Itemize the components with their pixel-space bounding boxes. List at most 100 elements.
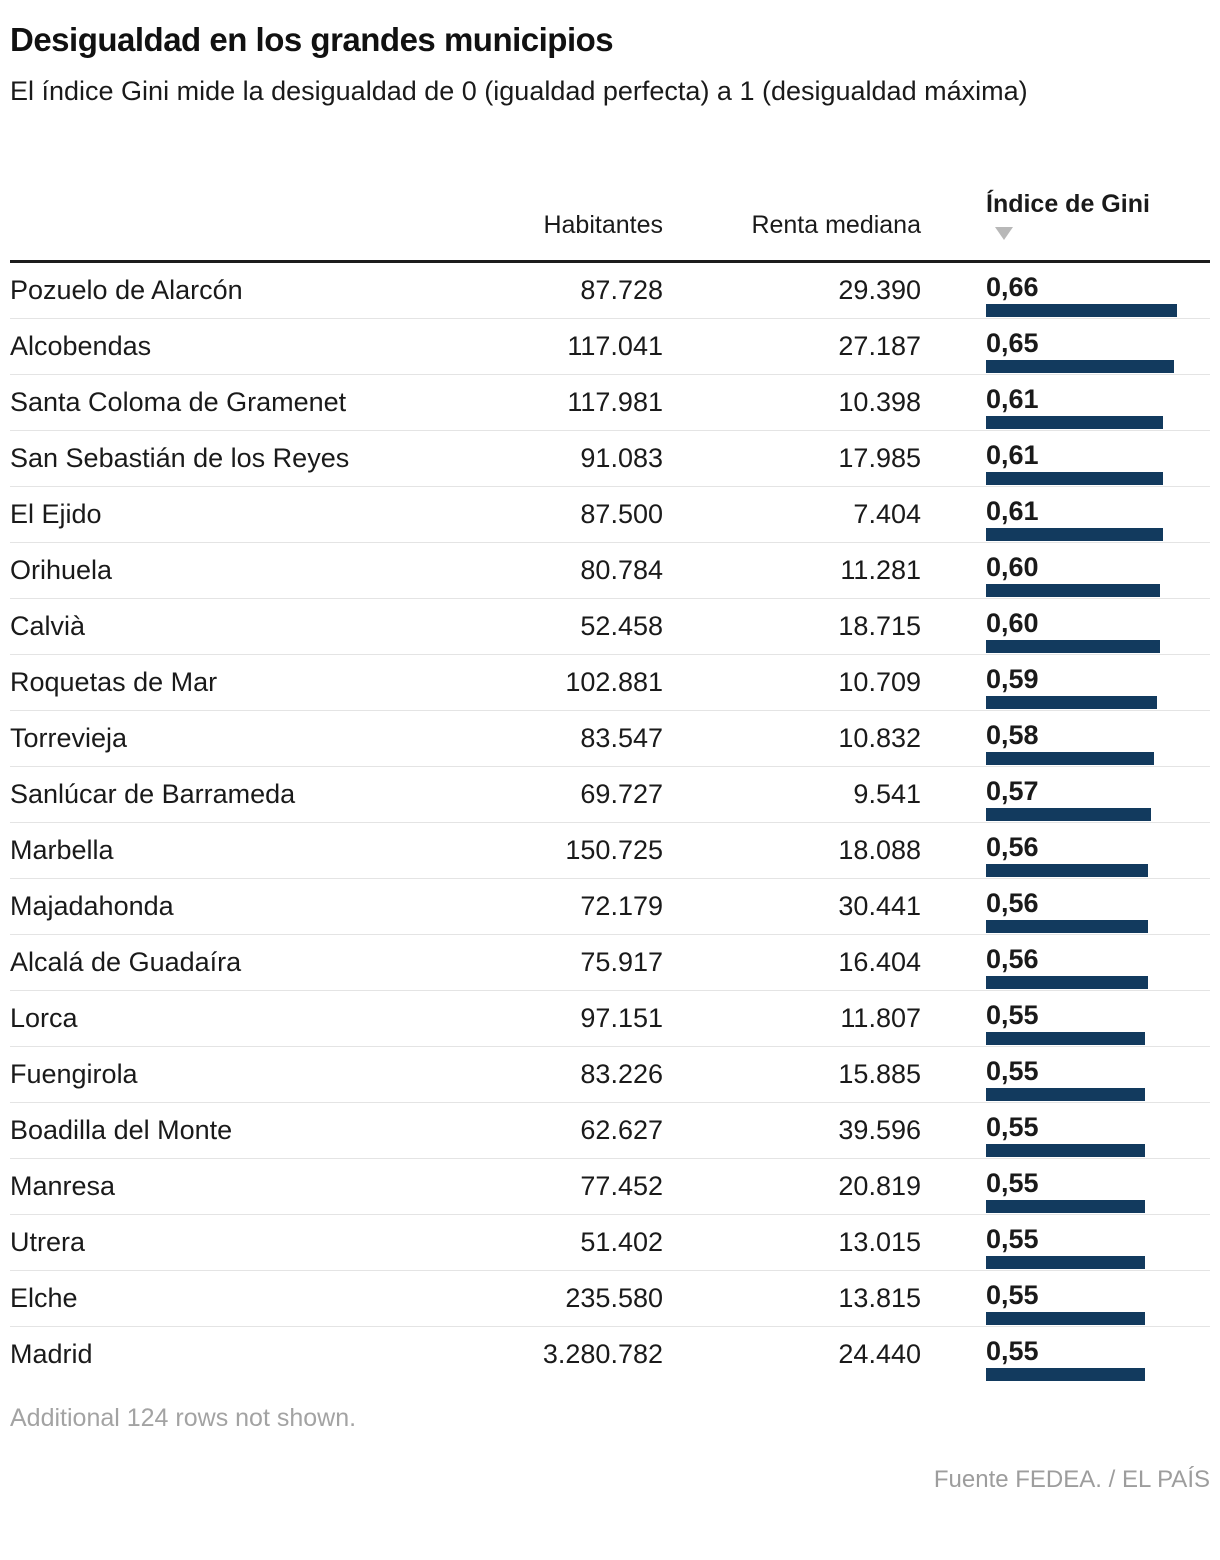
gini-cell: 0,55: [986, 1327, 1210, 1383]
gini-cell: 0,60: [986, 599, 1210, 654]
municipality-name: Manresa: [10, 1171, 116, 1201]
renta-mediana-value: 16.404: [838, 947, 921, 977]
habitantes-value: 235.580: [565, 1283, 663, 1313]
column-header-gini[interactable]: Índice de Gini: [986, 189, 1210, 260]
renta-mediana-value: 13.815: [838, 1283, 921, 1313]
column-header-gini-label: Índice de Gini: [986, 190, 1150, 218]
habitantes-value: 77.452: [580, 1171, 663, 1201]
table-row: Utrera 51.402 13.015 0,55: [10, 1215, 1210, 1271]
renta-mediana-value: 20.819: [838, 1171, 921, 1201]
gini-cell: 0,59: [986, 655, 1210, 710]
sort-descending-icon: [995, 227, 1013, 240]
habitantes-value: 150.725: [565, 835, 663, 865]
habitantes-value: 102.881: [565, 667, 663, 697]
gini-cell: 0,57: [986, 767, 1210, 822]
gini-value: 0,55: [986, 1168, 1039, 1198]
gini-bar: [986, 640, 1160, 653]
renta-mediana-value: 18.715: [838, 611, 921, 641]
gini-cell: 0,61: [986, 487, 1210, 542]
habitantes-value: 97.151: [580, 1003, 663, 1033]
gini-cell: 0,55: [986, 1103, 1210, 1158]
table-row: Boadilla del Monte 62.627 39.596 0,55: [10, 1103, 1210, 1159]
renta-mediana-value: 30.441: [838, 891, 921, 921]
habitantes-value: 83.226: [580, 1059, 663, 1089]
municipality-name: Alcobendas: [10, 331, 152, 361]
habitantes-value: 3.280.782: [542, 1339, 663, 1369]
renta-mediana-value: 10.398: [838, 387, 921, 417]
habitantes-value: 72.179: [580, 891, 663, 921]
gini-value: 0,55: [986, 1336, 1039, 1366]
municipality-name: Utrera: [10, 1227, 86, 1257]
additional-rows-note: Additional 124 rows not shown.: [10, 1404, 357, 1432]
renta-mediana-value: 9.541: [853, 779, 921, 809]
gini-bar: [986, 1088, 1145, 1101]
source-credit: Fuente FEDEA. / EL PAÍS: [933, 1466, 1210, 1493]
renta-mediana-value: 7.404: [853, 499, 921, 529]
renta-mediana-value: 39.596: [838, 1115, 921, 1145]
table-row: San Sebastián de los Reyes 91.083 17.985…: [10, 431, 1210, 487]
gini-bar: [986, 1312, 1145, 1325]
gini-value: 0,56: [986, 888, 1039, 918]
column-header-renta-mediana[interactable]: Renta mediana: [751, 211, 921, 239]
renta-mediana-value: 13.015: [838, 1227, 921, 1257]
gini-bar: [986, 696, 1157, 709]
gini-bar: [986, 416, 1163, 429]
municipality-name: Pozuelo de Alarcón: [10, 275, 243, 305]
municipality-name: San Sebastián de los Reyes: [10, 443, 350, 473]
municipality-name: Marbella: [10, 835, 114, 865]
gini-value: 0,55: [986, 1000, 1039, 1030]
table-row: Majadahonda 72.179 30.441 0,56: [10, 879, 1210, 935]
gini-value: 0,59: [986, 664, 1039, 694]
renta-mediana-value: 29.390: [838, 275, 921, 305]
table-row: Roquetas de Mar 102.881 10.709 0,59: [10, 655, 1210, 711]
gini-bar: [986, 304, 1177, 317]
gini-cell: 0,56: [986, 823, 1210, 878]
gini-cell: 0,56: [986, 879, 1210, 934]
gini-cell: 0,55: [986, 1215, 1210, 1270]
table-header: Habitantes Renta mediana Índice de Gini: [10, 110, 1210, 263]
gini-value: 0,60: [986, 608, 1039, 638]
habitantes-value: 87.500: [580, 499, 663, 529]
gini-bar: [986, 1200, 1145, 1213]
habitantes-value: 87.728: [580, 275, 663, 305]
gini-cell: 0,55: [986, 1159, 1210, 1214]
table-row: Alcalá de Guadaíra 75.917 16.404 0,56: [10, 935, 1210, 991]
habitantes-value: 117.041: [567, 331, 663, 361]
renta-mediana-value: 27.187: [838, 331, 921, 361]
table-row: Fuengirola 83.226 15.885 0,55: [10, 1047, 1210, 1103]
gini-value: 0,61: [986, 440, 1039, 470]
renta-mediana-value: 10.709: [838, 667, 921, 697]
table-row: Sanlúcar de Barrameda 69.727 9.541 0,57: [10, 767, 1210, 823]
table-row: Madrid 3.280.782 24.440 0,55: [10, 1327, 1210, 1383]
municipality-name: Lorca: [10, 1003, 78, 1033]
gini-bar: [986, 920, 1148, 933]
gini-value: 0,56: [986, 832, 1039, 862]
table-row: Calvià 52.458 18.715 0,60: [10, 599, 1210, 655]
municipality-name: Fuengirola: [10, 1059, 138, 1089]
municipality-name: Santa Coloma de Gramenet: [10, 387, 347, 417]
habitantes-value: 51.402: [580, 1227, 663, 1257]
gini-value: 0,55: [986, 1056, 1039, 1086]
habitantes-value: 52.458: [580, 611, 663, 641]
municipality-name: Boadilla del Monte: [10, 1115, 233, 1145]
table-row: Santa Coloma de Gramenet 117.981 10.398 …: [10, 375, 1210, 431]
municipality-name: Elche: [10, 1283, 78, 1313]
column-header-habitantes[interactable]: Habitantes: [543, 211, 663, 239]
gini-bar: [986, 528, 1163, 541]
chart-subtitle: El índice Gini mide la desigualdad de 0 …: [10, 76, 1028, 106]
table-row: Pozuelo de Alarcón 87.728 29.390 0,66: [10, 263, 1210, 319]
table-body: Pozuelo de Alarcón 87.728 29.390 0,66 Al…: [10, 263, 1210, 1383]
habitantes-value: 91.083: [580, 443, 663, 473]
habitantes-value: 83.547: [580, 723, 663, 753]
municipality-name: Orihuela: [10, 555, 113, 585]
table-row: Torrevieja 83.547 10.832 0,58: [10, 711, 1210, 767]
gini-bar: [986, 584, 1160, 597]
table-row: Elche 235.580 13.815 0,55: [10, 1271, 1210, 1327]
gini-cell: 0,65: [986, 319, 1210, 374]
gini-cell: 0,55: [986, 991, 1210, 1046]
gini-cell: 0,61: [986, 375, 1210, 430]
gini-cell: 0,60: [986, 543, 1210, 598]
renta-mediana-value: 18.088: [838, 835, 921, 865]
gini-cell: 0,66: [986, 263, 1210, 318]
municipality-name: El Ejido: [10, 499, 102, 529]
